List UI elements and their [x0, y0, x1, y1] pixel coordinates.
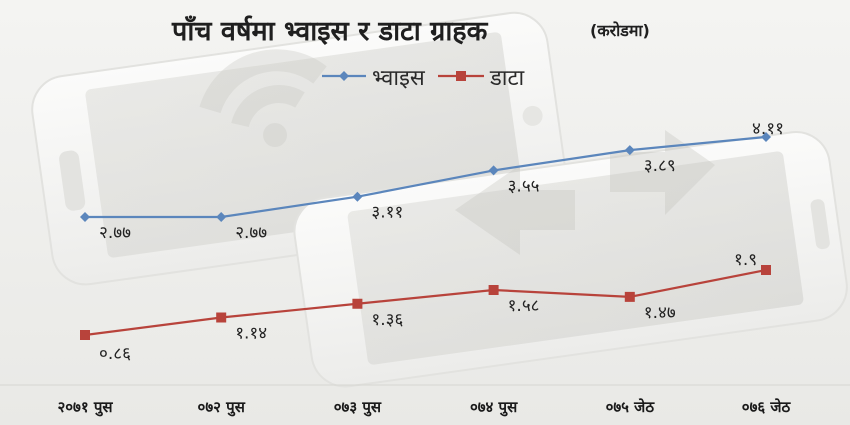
legend-item-data: डाटा: [438, 66, 525, 91]
chart-title: पाँच वर्षमा भ्वाइस र डाटा ग्राहक: [171, 15, 489, 47]
series-line-0: [85, 135, 767, 219]
legend-marker-data: [456, 71, 466, 81]
legend: भ्वाइस डाटा: [322, 66, 525, 91]
data-value-label-1: १.१४: [235, 324, 267, 344]
voice-point-0: [80, 212, 90, 222]
x-tick-label-2: ०७३ पुस: [334, 398, 382, 417]
legend-label-voice: भ्वाइस: [372, 66, 426, 91]
data-point-1: [216, 312, 227, 323]
decor-arrows-icon: [455, 130, 715, 255]
legend-marker-voice: [339, 71, 349, 81]
data-value-label-0: ०.८६: [99, 344, 131, 364]
chart-subtitle: (करोडमा): [590, 21, 650, 40]
data-point-4: [624, 291, 635, 302]
series-layer: [80, 132, 771, 340]
voice-value-label-5: ४.११: [752, 119, 784, 139]
series-line-1: [84, 268, 767, 337]
data-point-5: [761, 265, 771, 275]
x-tick-label-0: २०७१ पुस: [57, 398, 113, 417]
voice-value-label-1: २.७७: [235, 223, 267, 243]
legend-item-voice: भ्वाइस: [322, 66, 426, 91]
legend-label-data: डाटा: [489, 66, 525, 91]
voice-value-label-0: २.७७: [99, 223, 131, 243]
voice-point-2: [352, 191, 363, 202]
data-value-label-2: १.३६: [371, 310, 403, 330]
voice-value-label-3: ३.५५: [508, 176, 540, 196]
data-label-layer: २.७७ २.७७ ३.११ ३.५५ ३.८९ ४.११ ०.८६ १.१४ १.३६ १.५८…: [99, 119, 784, 364]
data-point-2: [352, 298, 363, 309]
x-tick-label-1: ०७२ पुस: [198, 398, 246, 417]
voice-point-1: [216, 212, 227, 222]
voice-value-label-2: ३.११: [371, 203, 403, 223]
voice-value-label-4: ३.८९: [644, 156, 676, 176]
data-value-label-3: १.५८: [508, 296, 540, 316]
voice-point-5: [761, 132, 771, 142]
x-axis: २०७१ पुस ०७२ पुस ०७३ पुस ०७४ पुस ०७५ जेठ ०७६ …: [57, 398, 791, 417]
data-value-label-5: १.९: [734, 250, 757, 270]
decor-phone-right: [293, 131, 848, 388]
data-point-0: [80, 330, 90, 340]
x-tick-label-5: ०७६ जेठ: [742, 398, 792, 416]
x-tick-label-3: ०७४ पुस: [470, 398, 518, 417]
decor-wifi-icon: [199, 49, 327, 147]
data-value-label-4: १.४७: [644, 303, 676, 323]
voice-point-3: [488, 165, 499, 176]
voice-point-4: [624, 145, 635, 156]
x-tick-label-4: ०७५ जेठ: [606, 398, 656, 416]
data-point-3: [488, 285, 499, 295]
